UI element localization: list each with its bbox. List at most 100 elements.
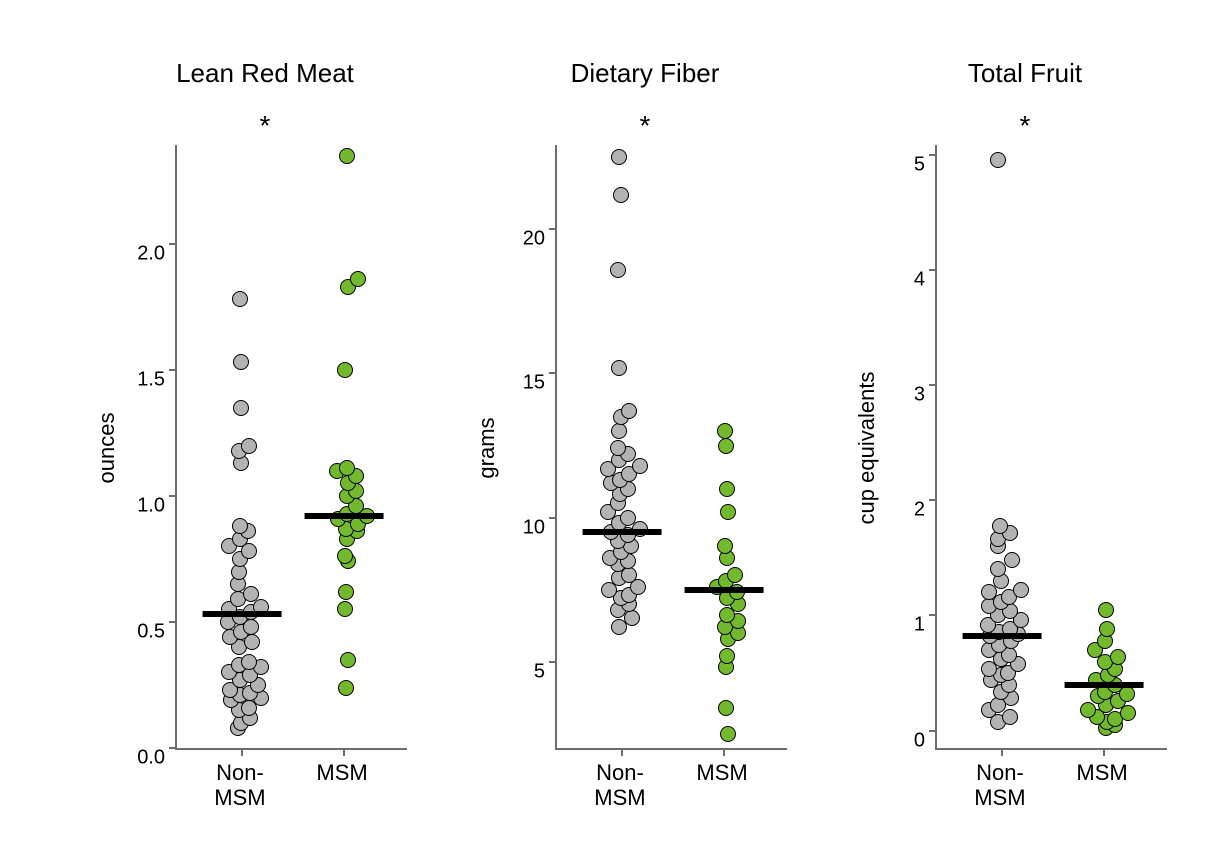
y-tick bbox=[169, 747, 177, 749]
x-tick bbox=[1001, 748, 1003, 756]
data-point bbox=[720, 504, 736, 520]
x-tick bbox=[621, 748, 623, 756]
data-point bbox=[720, 726, 736, 742]
data-point bbox=[340, 652, 356, 668]
panel-dietary-fiber: Dietary Fiber*grams5101520Non-MSMMSM bbox=[495, 50, 795, 750]
y-tick-label: 0.5 bbox=[137, 620, 165, 643]
data-point bbox=[1002, 709, 1018, 725]
x-axis-label: MSM bbox=[696, 760, 747, 785]
y-tick-label: 5 bbox=[534, 660, 545, 683]
median-bar bbox=[583, 529, 662, 535]
data-point bbox=[727, 567, 743, 583]
y-axis-label: ounces bbox=[94, 412, 120, 483]
y-tick bbox=[169, 369, 177, 371]
data-point bbox=[1099, 621, 1115, 637]
panel-title: Total Fruit bbox=[875, 58, 1175, 89]
data-point bbox=[632, 458, 648, 474]
y-tick bbox=[929, 614, 937, 616]
x-axis-labels: Non-MSM MSM bbox=[115, 760, 415, 820]
x-axis-label: MSM bbox=[316, 760, 367, 785]
x-tick bbox=[343, 748, 345, 756]
data-point bbox=[621, 403, 637, 419]
y-tick bbox=[929, 499, 937, 501]
x-axis-label: MSM bbox=[1076, 760, 1127, 785]
plot-area: 012345 bbox=[935, 145, 1167, 750]
significance-marker: * bbox=[875, 110, 1175, 142]
significance-marker: * bbox=[115, 110, 415, 142]
data-point bbox=[1098, 602, 1114, 618]
data-point bbox=[339, 148, 355, 164]
significance-marker: * bbox=[495, 110, 795, 142]
plot-area: 0.00.51.01.52.0 bbox=[175, 145, 407, 750]
y-tick-label: 20 bbox=[523, 228, 545, 251]
data-point bbox=[338, 680, 354, 696]
median-bar bbox=[685, 587, 764, 593]
data-point bbox=[233, 400, 249, 416]
x-axis-label: Non-MSM bbox=[214, 760, 265, 811]
plot-area: 5101520 bbox=[555, 145, 787, 750]
x-axis-labels: Non-MSM MSM bbox=[495, 760, 795, 820]
data-point bbox=[717, 423, 733, 439]
data-point bbox=[611, 360, 627, 376]
data-point bbox=[1013, 582, 1029, 598]
y-tick bbox=[169, 243, 177, 245]
median-bar bbox=[203, 611, 282, 617]
data-point bbox=[719, 481, 735, 497]
data-point bbox=[990, 152, 1006, 168]
y-tick-label: 1.5 bbox=[137, 368, 165, 391]
panel-title: Dietary Fiber bbox=[495, 58, 795, 89]
y-tick-label: 3 bbox=[914, 384, 925, 407]
panel-total-fruit: Total Fruit*cup equivalents012345Non-MSM… bbox=[875, 50, 1175, 750]
data-point bbox=[350, 271, 366, 287]
data-point bbox=[624, 610, 640, 626]
y-tick-label: 1 bbox=[914, 614, 925, 637]
data-point bbox=[717, 538, 733, 554]
x-axis-label: Non-MSM bbox=[974, 760, 1025, 811]
data-point bbox=[1120, 705, 1136, 721]
x-axis-labels: Non-MSM MSM bbox=[875, 760, 1175, 820]
y-tick-label: 10 bbox=[523, 516, 545, 539]
data-point bbox=[337, 548, 353, 564]
data-point bbox=[233, 354, 249, 370]
median-bar bbox=[963, 633, 1042, 639]
data-point bbox=[1004, 552, 1020, 568]
data-point bbox=[243, 586, 259, 602]
y-tick bbox=[549, 372, 557, 374]
panel-title: Lean Red Meat bbox=[115, 58, 415, 89]
x-tick bbox=[723, 748, 725, 756]
x-tick bbox=[1103, 748, 1105, 756]
median-bar bbox=[1065, 682, 1144, 688]
data-point bbox=[339, 460, 355, 476]
data-point bbox=[241, 654, 257, 670]
y-tick bbox=[549, 228, 557, 230]
y-tick-label: 5 bbox=[914, 153, 925, 176]
median-bar bbox=[305, 513, 384, 519]
figure: Lean Red Meat * ounces 0.00.51.01.52.0 Non-M… bbox=[0, 0, 1205, 852]
data-point bbox=[1080, 702, 1096, 718]
data-point bbox=[232, 291, 248, 307]
data-point bbox=[620, 510, 636, 526]
data-point bbox=[610, 440, 626, 456]
y-tick bbox=[929, 154, 937, 156]
data-point bbox=[718, 438, 734, 454]
y-tick bbox=[169, 495, 177, 497]
data-point bbox=[981, 584, 997, 600]
data-point bbox=[718, 700, 734, 716]
y-axis-label: grams bbox=[474, 417, 500, 478]
data-point bbox=[610, 262, 626, 278]
y-tick-label: 2.0 bbox=[137, 242, 165, 265]
x-axis-label: Non-MSM bbox=[594, 760, 645, 811]
panel-lean-red-meat: Lean Red Meat*ounces0.00.51.01.52.0Non-M… bbox=[115, 50, 415, 750]
y-axis-label: cup equivalents bbox=[854, 371, 880, 524]
data-point bbox=[338, 584, 354, 600]
data-point bbox=[337, 362, 353, 378]
data-point bbox=[241, 438, 257, 454]
data-point bbox=[719, 648, 735, 664]
y-tick-label: 2 bbox=[914, 499, 925, 522]
y-tick bbox=[929, 730, 937, 732]
y-tick-label: 15 bbox=[523, 372, 545, 395]
data-point bbox=[337, 601, 353, 617]
y-tick-label: 4 bbox=[914, 268, 925, 291]
data-point bbox=[613, 187, 629, 203]
data-point bbox=[1110, 649, 1126, 665]
